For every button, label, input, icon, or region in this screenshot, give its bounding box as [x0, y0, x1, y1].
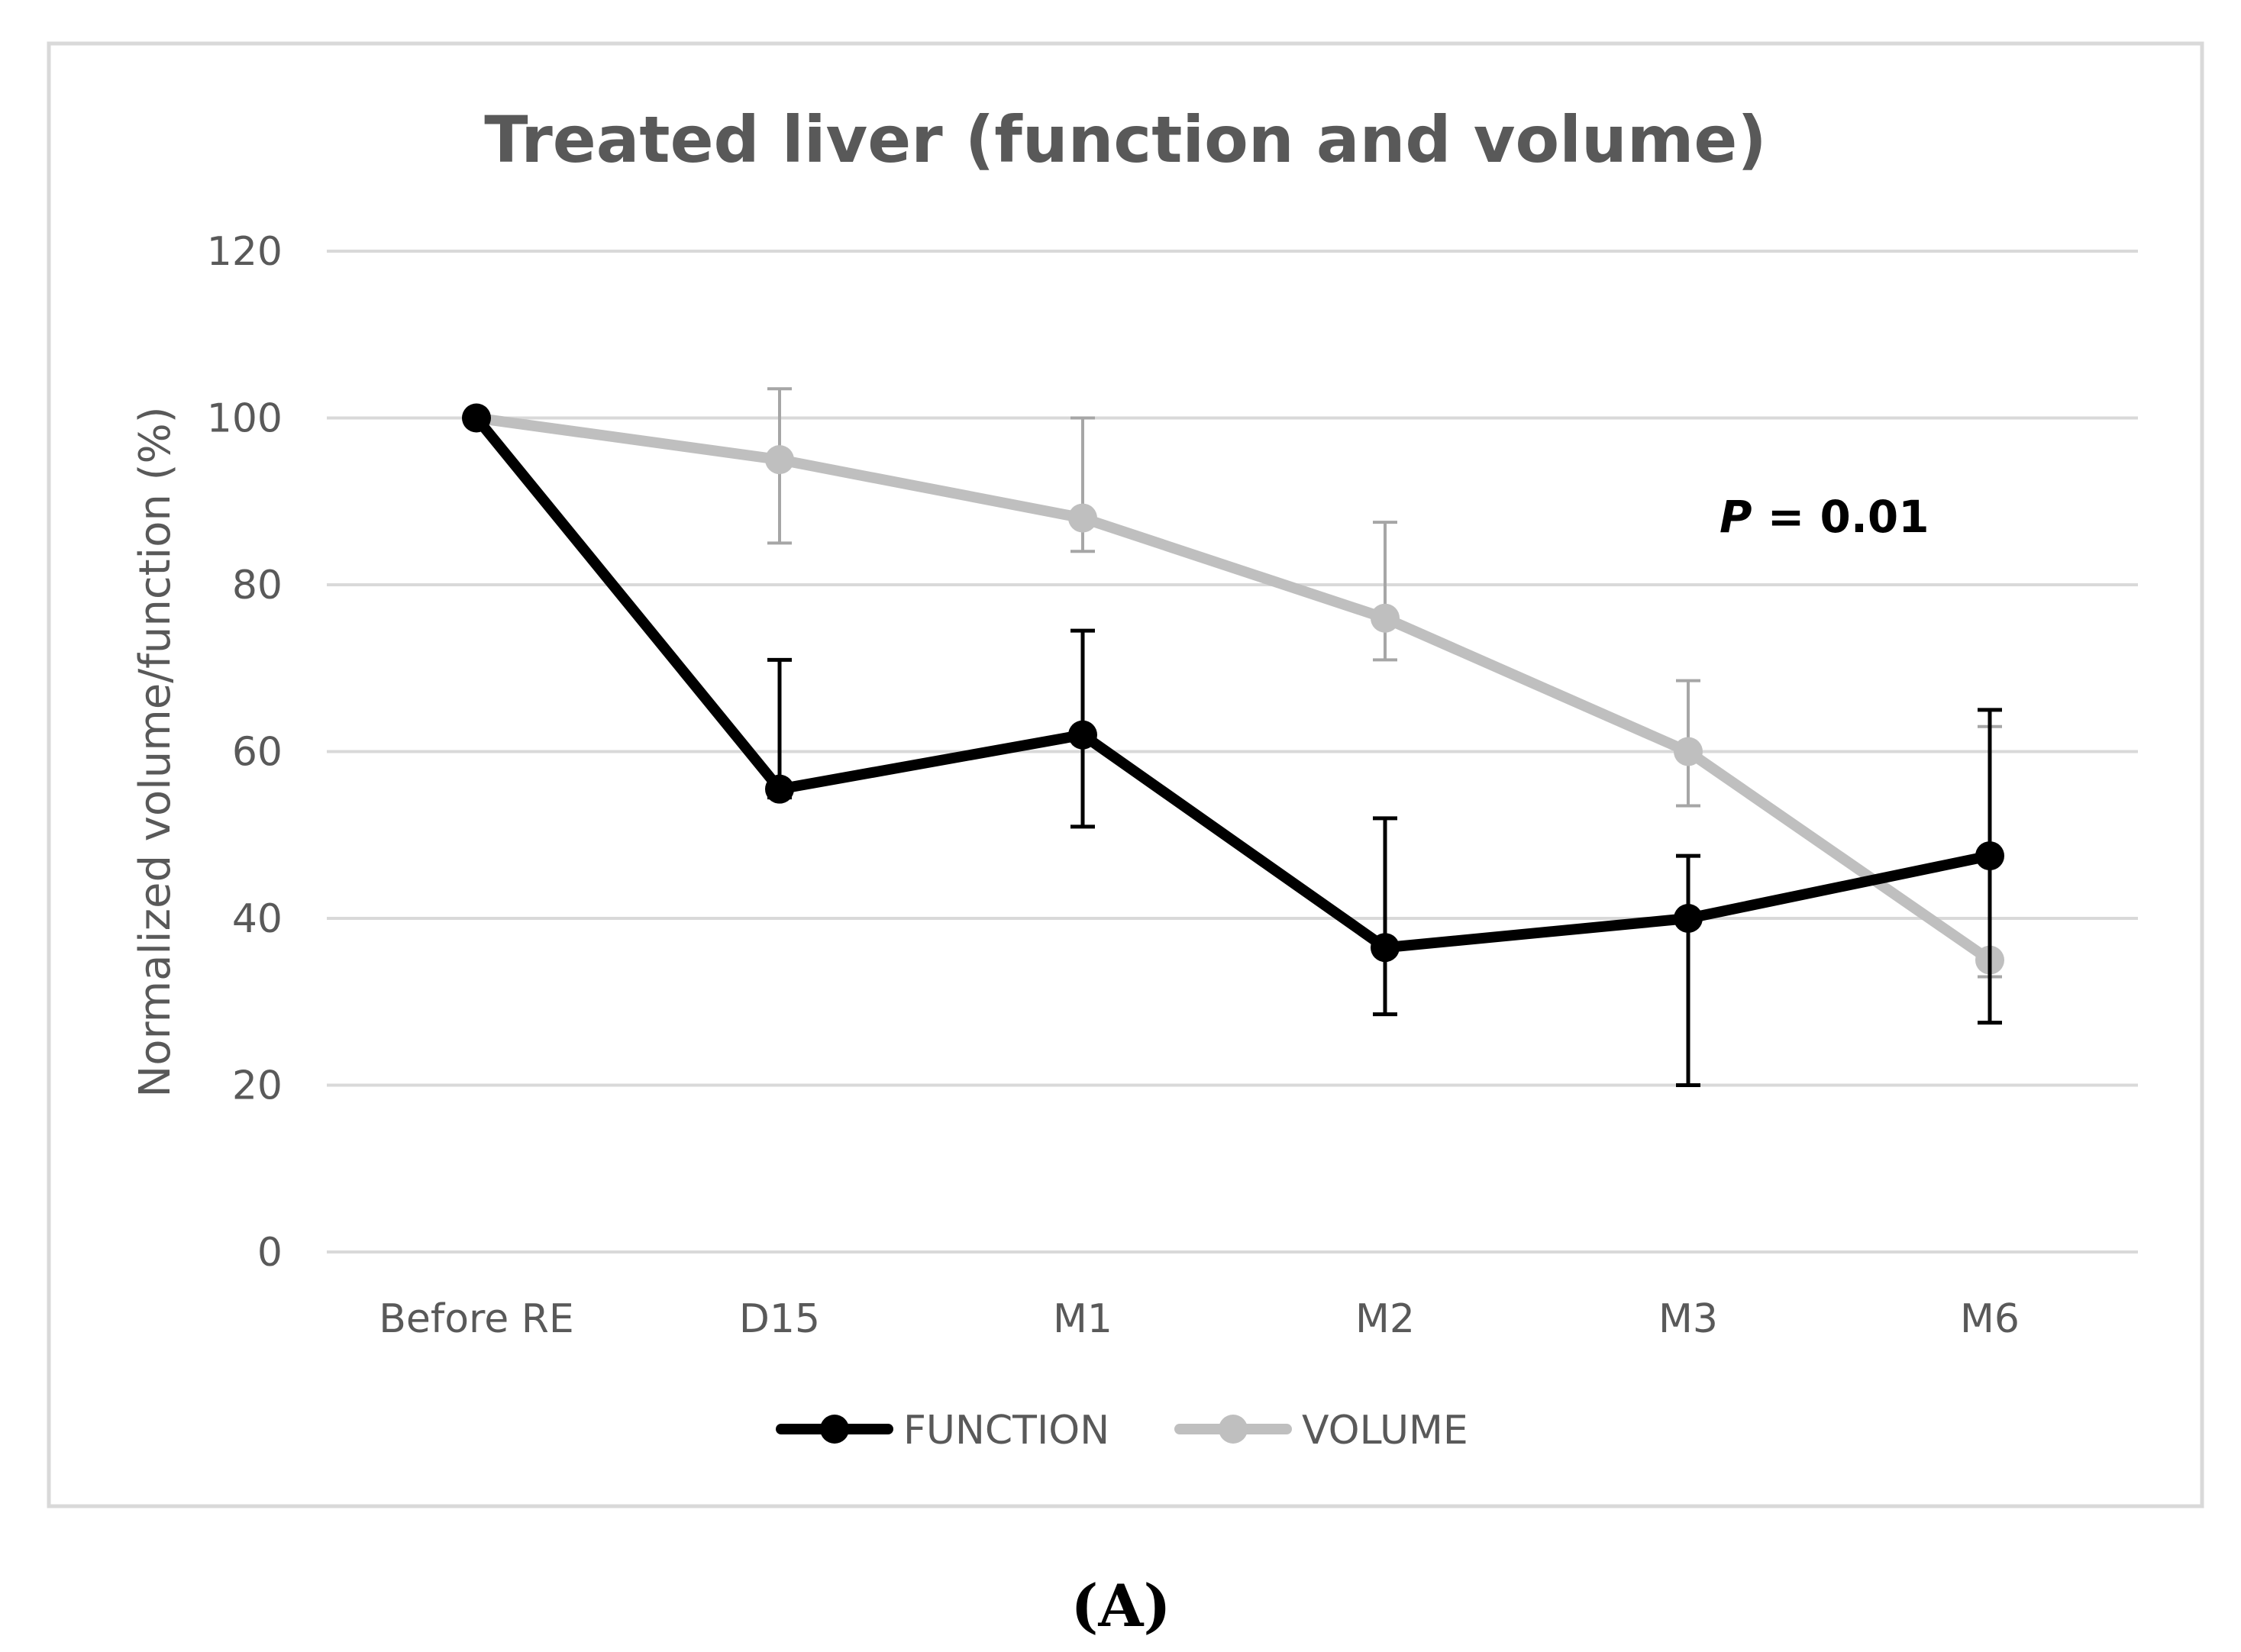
function-point [1068, 720, 1097, 750]
legend-item-volume[interactable]: VOLUME [1174, 1408, 1468, 1454]
volume-point [1371, 603, 1400, 633]
volume-point [1068, 503, 1097, 533]
series-volume [462, 387, 2004, 979]
volume-error-bar [1373, 521, 1397, 662]
volume-point [765, 445, 794, 475]
y-tick-label: 100 [207, 396, 283, 442]
y-tick-label: 40 [232, 896, 283, 942]
legend-item-function[interactable]: FUNCTION [776, 1408, 1109, 1454]
x-tick-label: D15 [739, 1296, 820, 1342]
y-tick-label: 20 [232, 1063, 283, 1109]
function-point [462, 403, 491, 433]
p-value-label: P [1719, 491, 1752, 543]
x-tick-label: M2 [1355, 1296, 1415, 1342]
y-axis-label: Normalized volume/function (%) [131, 406, 180, 1097]
y-tick-label: 60 [232, 730, 283, 776]
p-value-text: = 0.01 [1752, 491, 1929, 543]
chart-frame [47, 41, 2204, 1508]
y-tick-label: 80 [232, 563, 283, 608]
gridlines [327, 250, 2138, 1254]
function-point [1975, 841, 2004, 871]
x-tick-label: Before RE [379, 1296, 574, 1342]
legend[interactable]: FUNCTION VOLUME [776, 1408, 1468, 1454]
series [462, 387, 2004, 1087]
function-error-bar [1373, 816, 1397, 1017]
legend-label-volume: VOLUME [1302, 1408, 1468, 1454]
volume-point [1674, 737, 1703, 766]
function-point [1371, 933, 1400, 963]
legend-marker-volume [1219, 1415, 1248, 1444]
x-axis-ticks: Before RE D15 M1 M2 M3 M6 [379, 1296, 2020, 1342]
y-tick-label: 120 [207, 229, 283, 275]
panel-label: (A) [1071, 1572, 1171, 1640]
function-line [471, 412, 1995, 953]
p-value-annotation: P = 0.01 [1719, 491, 1929, 543]
volume-line [471, 412, 1995, 966]
function-error-bar [1676, 853, 1700, 1087]
legend-label-function: FUNCTION [903, 1408, 1109, 1454]
x-tick-label: M6 [1960, 1296, 2020, 1342]
function-point [765, 774, 794, 804]
legend-marker-function [820, 1415, 849, 1444]
chart-title: Treated liver (function and volume) [484, 102, 1766, 177]
function-point [1674, 904, 1703, 933]
x-tick-label: M3 [1658, 1296, 1718, 1342]
series-function [462, 403, 2004, 1087]
x-tick-label: M1 [1053, 1296, 1112, 1342]
y-tick-label: 0 [257, 1230, 283, 1276]
y-axis-ticks: 0 20 40 60 80 100 120 [207, 229, 283, 1276]
